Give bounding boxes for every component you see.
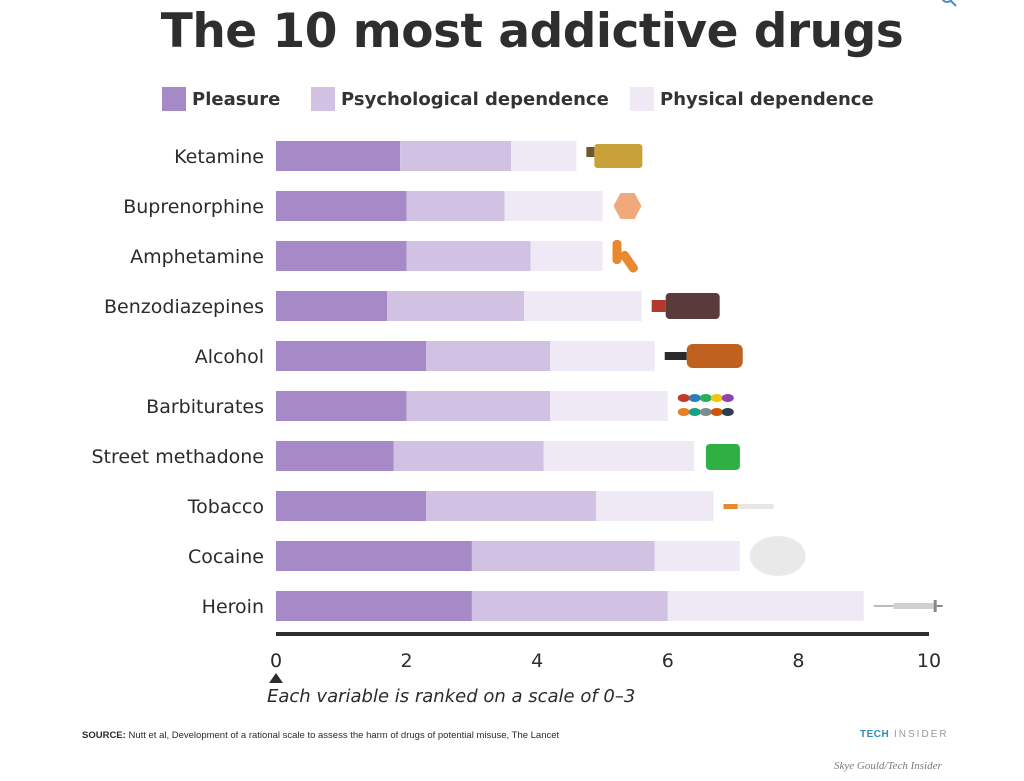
bar-segment-physical xyxy=(511,141,577,171)
bar-segment-psychological xyxy=(406,191,505,221)
bar-segment-physical xyxy=(524,291,642,321)
source-label: SOURCE: xyxy=(82,730,126,741)
pill-bottle-icon xyxy=(665,293,720,319)
legend-swatch-physical xyxy=(630,87,654,111)
cigarette-icon xyxy=(723,504,738,509)
syringe-icon xyxy=(936,605,943,607)
credit: Skye Gould/Tech Insider xyxy=(834,760,942,772)
pills-pile-icon xyxy=(699,408,712,416)
pills-pile-icon xyxy=(677,394,690,402)
bar-segment-physical xyxy=(667,591,864,621)
bar-segment-psychological xyxy=(387,291,525,321)
bar-segment-pleasure xyxy=(276,541,472,571)
bar-segment-psychological xyxy=(406,241,531,271)
legend: Pleasure Psychological dependence Physic… xyxy=(0,87,1024,113)
x-axis-line xyxy=(276,632,929,636)
category-label: Heroin xyxy=(202,596,264,618)
bar-segment-psychological xyxy=(471,541,655,571)
scale-note: Each variable is ranked on a scale of 0–… xyxy=(267,686,636,707)
category-label: Ketamine xyxy=(174,146,264,168)
pill-icon xyxy=(613,193,642,219)
brand-bold: TECH xyxy=(860,729,890,740)
powder-icon xyxy=(749,536,806,576)
methadone-cup-icon xyxy=(705,444,740,470)
capsule-icon xyxy=(612,240,622,264)
x-tick-label: 0 xyxy=(270,650,282,672)
legend-label-pleasure: Pleasure xyxy=(192,88,281,110)
x-tick-label: 6 xyxy=(662,650,674,672)
bar-segment-psychological xyxy=(426,491,596,521)
legend-swatch-pleasure xyxy=(162,87,186,111)
pills-pile-icon xyxy=(710,394,723,402)
cigarette-icon xyxy=(737,504,774,509)
pills-pile-icon xyxy=(721,408,734,416)
zero-marker-icon xyxy=(269,673,283,683)
source-text: Nutt et al, Development of a rational sc… xyxy=(128,730,560,741)
x-tick-label: 8 xyxy=(792,650,804,672)
pill-bottle-icon xyxy=(651,300,666,312)
brand-logo: TECH INSIDER xyxy=(860,729,949,740)
syringe-icon xyxy=(893,603,934,609)
capsule-icon xyxy=(619,250,638,273)
bar-segment-psychological xyxy=(406,391,551,421)
legend-swatch-psychological xyxy=(311,87,335,111)
legend-item-pleasure: Pleasure xyxy=(162,87,280,111)
legend-item-psychological: Psychological dependence xyxy=(311,87,609,111)
source-note: SOURCE: Nutt et al, Development of a rat… xyxy=(82,730,559,741)
category-label: Buprenorphine xyxy=(123,196,264,218)
liquor-bottle-icon xyxy=(686,344,743,368)
bar-segment-psychological xyxy=(471,591,668,621)
pills-pile-icon xyxy=(688,408,701,416)
category-label: Alcohol xyxy=(195,346,264,368)
bar-segment-physical xyxy=(654,541,740,571)
legend-label-psychological: Psychological dependence xyxy=(341,88,609,110)
x-tick-label: 10 xyxy=(917,650,941,672)
pills-pile-icon xyxy=(710,408,723,416)
bar-segment-pleasure xyxy=(276,341,427,371)
brand-rest: INSIDER xyxy=(894,729,949,740)
bar-segment-psychological xyxy=(393,441,544,471)
bar-segment-pleasure xyxy=(276,491,427,521)
bar-segment-pleasure xyxy=(276,391,407,421)
legend-item-physical: Physical dependence xyxy=(630,87,874,111)
x-tick-label: 4 xyxy=(531,650,543,672)
syringe-icon xyxy=(933,600,937,612)
bar-segment-pleasure xyxy=(276,191,407,221)
bar-segment-physical xyxy=(550,391,668,421)
pills-pile-icon xyxy=(688,394,701,402)
category-label: Amphetamine xyxy=(130,246,264,268)
pills-pile-icon xyxy=(699,394,712,402)
category-label: Cocaine xyxy=(188,546,264,568)
pills-pile-icon xyxy=(721,394,734,402)
x-tick-label: 2 xyxy=(401,650,413,672)
bar-segment-pleasure xyxy=(276,141,401,171)
medicine-bottle-icon xyxy=(586,147,595,157)
bar-segment-physical xyxy=(530,241,603,271)
chart-title: The 10 most addictive drugs xyxy=(160,4,904,59)
bar-segment-pleasure xyxy=(276,241,407,271)
bar-segment-pleasure xyxy=(276,591,472,621)
category-label: Benzodiazepines xyxy=(104,296,264,318)
category-label: Tobacco xyxy=(187,496,264,518)
bar-segment-physical xyxy=(550,341,655,371)
medicine-bottle-icon xyxy=(594,144,643,168)
bar-segment-pleasure xyxy=(276,291,388,321)
bar-segment-psychological xyxy=(400,141,512,171)
pills-pile-icon xyxy=(677,408,690,416)
bar-segment-pleasure xyxy=(276,441,394,471)
category-label: Street methadone xyxy=(91,446,264,468)
legend-label-physical: Physical dependence xyxy=(660,88,874,110)
bar-segment-psychological xyxy=(426,341,551,371)
category-label: Barbiturates xyxy=(146,396,264,418)
bar-segment-physical xyxy=(595,491,714,521)
bar-segment-physical xyxy=(543,441,694,471)
liquor-bottle-icon xyxy=(664,352,687,360)
search-icon[interactable] xyxy=(940,0,958,8)
bar-segment-physical xyxy=(504,191,603,221)
